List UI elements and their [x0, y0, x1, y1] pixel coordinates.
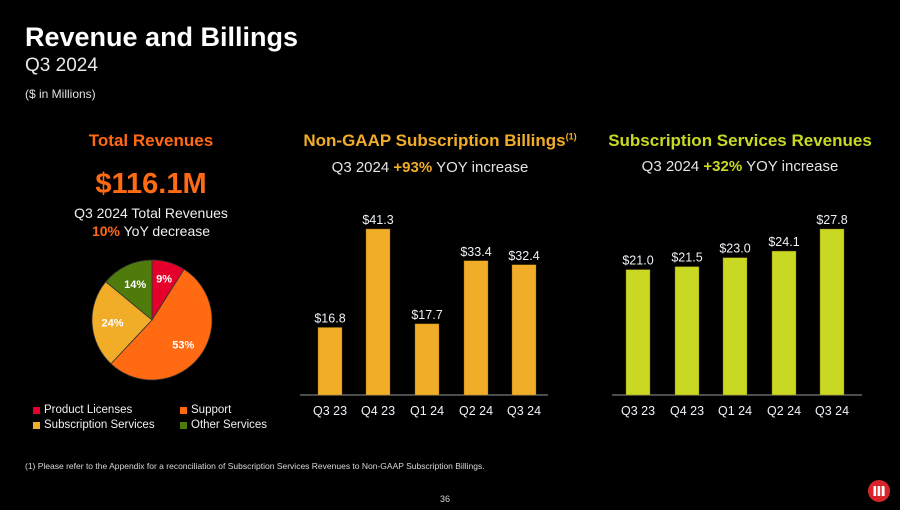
- billings-yoy: Q3 2024 +93% YOY increase: [290, 159, 570, 176]
- billings-yoy-suffix: YOY increase: [432, 159, 529, 176]
- billings-bar-q1-24: [414, 323, 440, 396]
- services-yoy: Q3 2024 +32% YOY increase: [595, 158, 885, 175]
- services-bar-q4-23: [674, 266, 700, 396]
- total-revenues-change: 10% YoY decrease: [40, 223, 262, 239]
- services-bar-q1-24: [722, 257, 748, 396]
- billings-yoy-prefix: Q3 2024: [331, 159, 394, 176]
- billings-title: Non-GAAP Subscription Billings(1): [290, 131, 590, 151]
- legend-label: Product Licenses: [44, 404, 133, 416]
- billings-bar-q3-24: [511, 264, 537, 396]
- billings-yoy-value: +93%: [393, 159, 433, 176]
- page-subtitle: Q3 2024: [25, 55, 98, 76]
- billings-bar-q2-24: [463, 260, 489, 396]
- billings-bar-q3-23: [317, 327, 343, 396]
- pie-label-other-services: 14%: [124, 279, 146, 291]
- billings-data-label-q3-24: $32.4: [508, 249, 539, 263]
- services-tick-label-q3-23: Q3 23: [621, 404, 655, 418]
- billings-data-label-q1-24: $17.7: [411, 308, 442, 322]
- billings-bar-q4-23: [365, 228, 391, 396]
- pie-slice-other-services: [105, 259, 153, 321]
- legend-label: Subscription Services: [44, 419, 155, 431]
- units-note: ($ in Millions): [25, 87, 96, 101]
- billings-tick-label-q4-23: Q4 23: [361, 404, 395, 418]
- total-revenues-amount: $116.1M: [95, 168, 207, 200]
- services-bar-q3-24: [819, 228, 845, 396]
- legend-swatch: [180, 406, 187, 414]
- pie-slice-subscription-services: [91, 281, 153, 365]
- legend-item-other-services: Other Services: [180, 419, 267, 431]
- pie-label-support: 53%: [172, 339, 194, 351]
- legend-swatch: [180, 421, 187, 429]
- billings-title-text: Non-GAAP Subscription Billings: [303, 131, 566, 150]
- billings-data-label-q2-24: $33.4: [460, 245, 491, 259]
- services-yoy-suffix: YOY increase: [742, 158, 839, 175]
- services-tick-label-q4-23: Q4 23: [670, 404, 704, 418]
- legend-label: Support: [191, 404, 232, 416]
- legend-item-product-licenses: Product Licenses: [33, 404, 132, 416]
- services-data-label-q4-23: $21.5: [671, 251, 702, 265]
- billings-data-label-q4-23: $41.3: [362, 213, 393, 227]
- services-yoy-prefix: Q3 2024: [641, 158, 704, 175]
- billings-data-label-q3-23: $16.8: [314, 311, 345, 325]
- page-number: 36: [440, 494, 451, 504]
- pie-label-subscription-services: 24%: [101, 317, 123, 329]
- services-tick-label-q3-24: Q3 24: [815, 404, 849, 418]
- services-title: Subscription Services Revenues: [608, 131, 872, 150]
- pie-slice-support: [110, 268, 213, 381]
- billings-tick-label-q3-23: Q3 23: [313, 404, 347, 418]
- pie-label-product-licenses: 9%: [156, 274, 172, 286]
- legend-item-subscription-services: Subscription Services: [33, 419, 155, 431]
- total-revenues-caption: Q3 2024 Total Revenues: [74, 205, 228, 221]
- services-tick-label-q1-24: Q1 24: [718, 404, 752, 418]
- services-bar-q2-24: [771, 250, 797, 396]
- total-revenues-title: Total Revenues: [88, 131, 214, 150]
- legend-swatch: [33, 421, 40, 429]
- services-data-label-q2-24: $24.1: [768, 235, 799, 249]
- billings-tick-label-q3-24: Q3 24: [507, 404, 541, 418]
- billings-tick-label-q2-24: Q2 24: [459, 404, 493, 418]
- services-data-label-q3-24: $27.8: [816, 213, 847, 227]
- footnote-marker: (1): [565, 131, 577, 142]
- change-text: YoY decrease: [119, 223, 211, 239]
- legend-swatch: [33, 406, 40, 414]
- legend-item-support: Support: [180, 404, 231, 416]
- services-data-label-q1-24: $23.0: [719, 242, 750, 256]
- services-data-label-q3-23: $21.0: [622, 254, 653, 268]
- services-yoy-value: +32%: [703, 158, 743, 175]
- legend-label: Other Services: [191, 419, 268, 431]
- microstrategy-logo-icon: [868, 480, 890, 502]
- change-value: 10%: [91, 223, 120, 239]
- billings-tick-label-q1-24: Q1 24: [410, 404, 444, 418]
- services-tick-label-q2-24: Q2 24: [767, 404, 801, 418]
- services-bar-q3-23: [625, 269, 651, 396]
- page-title: Revenue and Billings: [25, 22, 299, 52]
- footnote: (1) Please refer to the Appendix for a r…: [25, 461, 485, 471]
